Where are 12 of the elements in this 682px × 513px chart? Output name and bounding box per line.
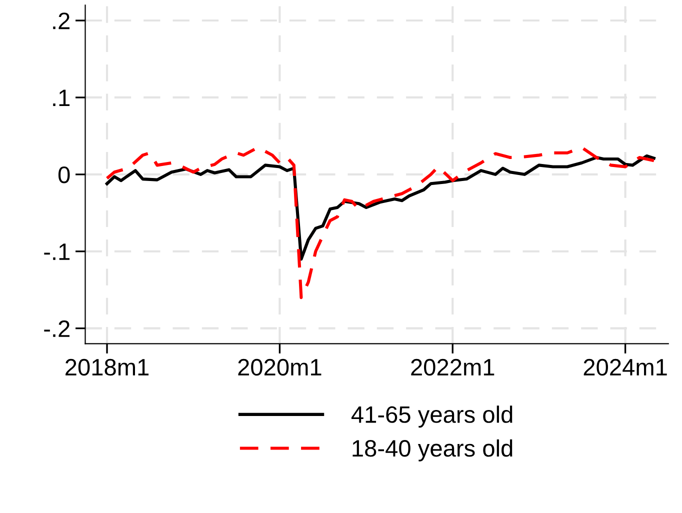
legend-label: 18-40 years old [352, 439, 512, 462]
x-tick-label: 2022m1 [411, 358, 494, 376]
y-tick-label: .2 [53, 12, 70, 30]
x-tick-label: 2024m1 [584, 358, 667, 376]
y-tick-label: .1 [53, 90, 70, 106]
y-tick-label: 0 [58, 166, 70, 184]
x-tick-label: 2020m1 [238, 358, 322, 376]
y-tick-label: -.2 [44, 320, 70, 337]
line-series [105, 146, 656, 300]
x-tick-label: 2018m1 [66, 358, 149, 376]
y-tick-label: -.1 [44, 244, 70, 260]
legend-label: 41-65 years old [351, 406, 512, 428]
